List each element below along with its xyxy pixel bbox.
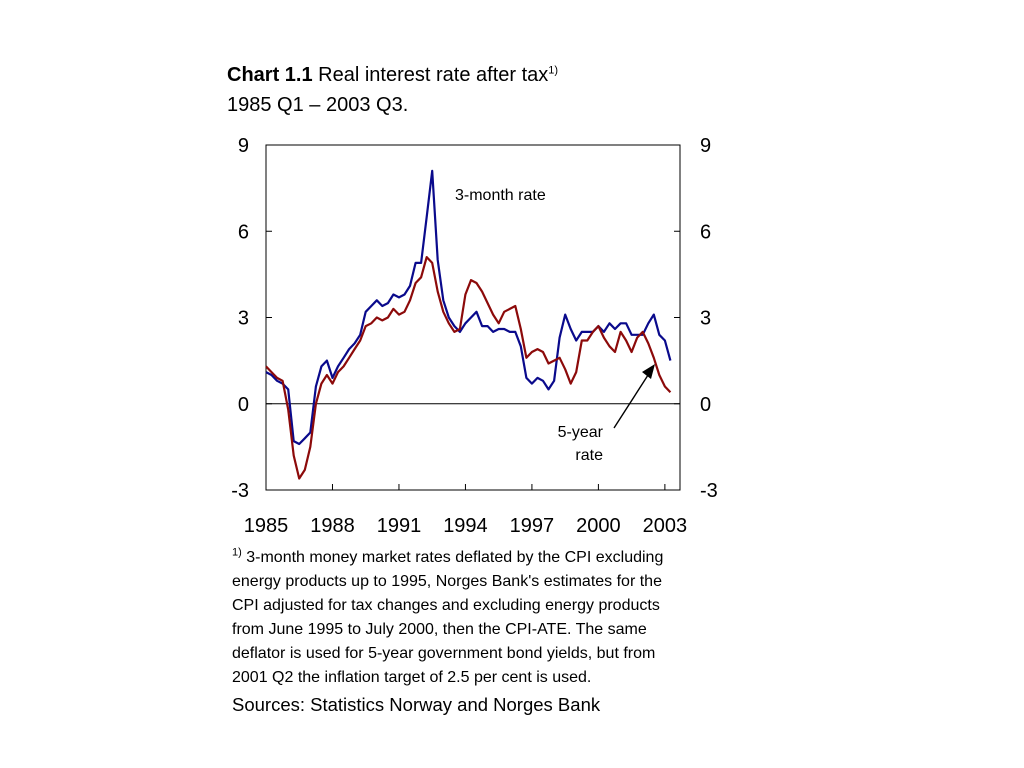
three-month-rate-label: 3-month rate <box>455 187 546 204</box>
chart-subtitle: 1985 Q1 – 2003 Q3. <box>227 94 409 116</box>
three-month-rate-line <box>265 169 672 446</box>
five-year-pointer-line <box>613 371 651 429</box>
chart-title-line: Chart 1.1 Real interest rate after tax1) <box>227 60 558 90</box>
footnote-marker: 1) <box>232 546 242 559</box>
y-tick-label-right: -3 <box>700 480 718 502</box>
source-note: Sources: Statistics Norway and Norges Ba… <box>232 694 601 715</box>
title-footnote-marker: 1) <box>548 64 559 77</box>
five-year-rate-label: rate <box>575 447 603 464</box>
five-year-rate-line <box>265 256 672 480</box>
y-tick-label-left: -3 <box>231 480 249 502</box>
y-tick-label-left: 3 <box>238 308 249 330</box>
x-tick-label: 1988 <box>310 515 355 537</box>
y-tick-label-right: 6 <box>700 221 711 243</box>
five-year-label: 5-year <box>558 424 604 441</box>
footnote-text: 3-month money market rates deflated by t… <box>232 549 664 686</box>
chart-axes: 9 9 6 6 3 3 0 0 -3 -3 1985 1988 1991 1994 1997 2000 2003 <box>231 135 718 537</box>
footnote: 1) 3-month money market rates deflated b… <box>232 546 682 690</box>
x-tick-label: 1991 <box>377 515 422 537</box>
x-tick-label: 1994 <box>443 515 488 537</box>
y-tick-label-right: 3 <box>700 308 711 330</box>
y-tick-label-left: 0 <box>238 394 249 416</box>
chart-title: Chart 1.1 Real interest rate after tax1)… <box>227 60 558 120</box>
chart-annotations: 3-month rate 5-year rate <box>455 187 655 464</box>
five-year-pointer-arrowhead <box>642 364 655 379</box>
y-tick-label-left: 9 <box>238 135 249 157</box>
y-tick-label-right: 0 <box>700 394 711 416</box>
x-tick-label: 1997 <box>510 515 555 537</box>
chart-title-text: Real interest rate after tax <box>318 64 549 86</box>
chart-label: Chart 1.1 <box>227 64 313 86</box>
chart-series <box>265 169 672 480</box>
y-tick-label-left: 6 <box>238 221 249 243</box>
x-tick-label: 2003 <box>643 515 688 537</box>
x-tick-label: 2000 <box>576 515 621 537</box>
y-tick-label-right: 9 <box>700 135 711 157</box>
x-tick-label: 1985 <box>244 515 289 537</box>
